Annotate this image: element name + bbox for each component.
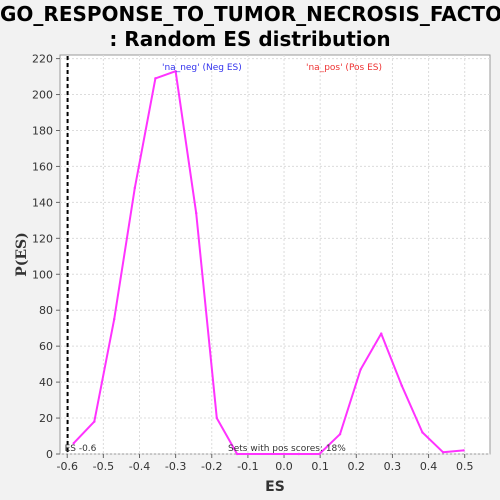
data-point <box>154 77 157 80</box>
data-point <box>359 368 362 371</box>
y-tick-label: 80 <box>39 304 53 317</box>
x-tick-label: -0.4 <box>129 460 150 473</box>
data-point <box>400 384 404 387</box>
y-tick-label: 120 <box>32 232 53 245</box>
x-tick-label: -0.2 <box>201 460 222 473</box>
plot-background <box>59 54 491 455</box>
x-tick-label: 0.4 <box>420 460 438 473</box>
data-point <box>113 318 116 321</box>
data-point <box>235 452 239 456</box>
y-tick-label: 20 <box>39 412 53 425</box>
y-tick-label: 200 <box>32 89 53 102</box>
x-tick-label: -0.5 <box>93 460 114 473</box>
es-marker-label: ES -0.6 <box>65 444 97 454</box>
data-point <box>215 416 219 420</box>
x-tick-label: 0.3 <box>384 460 402 473</box>
data-point <box>441 451 445 454</box>
legend-entry-pos: 'na_pos' (Pos ES) <box>306 63 382 73</box>
y-tick-label: 140 <box>32 196 53 209</box>
y-tick-label: 0 <box>46 448 53 461</box>
y-axis-label: P(ES) <box>14 232 30 277</box>
y-tick-label: 40 <box>39 376 53 389</box>
data-point <box>338 433 342 436</box>
x-tick-label: -0.1 <box>237 460 258 473</box>
y-tick-label: 220 <box>32 53 53 66</box>
grid-layer <box>60 55 490 455</box>
x-tick-label: -0.6 <box>56 460 77 473</box>
x-tick-label: 0.0 <box>275 460 293 473</box>
data-point <box>318 452 321 456</box>
y-tick-label: 60 <box>39 340 53 353</box>
x-tick-label: 0.5 <box>456 460 474 473</box>
y-tick-label: 100 <box>32 268 53 281</box>
data-point <box>421 431 424 434</box>
y-tick-label: 160 <box>32 160 53 173</box>
data-point <box>462 449 465 452</box>
data-point <box>380 332 383 335</box>
series-line <box>72 70 464 455</box>
pos-scores-annotation: Sets with pos scores: 18% <box>228 444 346 454</box>
data-point <box>72 442 75 445</box>
x-axis-label: ES <box>265 479 285 495</box>
chart-title-line-1: GO_RESPONSE_TO_TUMOR_NECROSIS_FACTOR <box>0 2 500 26</box>
x-tick-label: 0.2 <box>348 460 366 473</box>
data-point <box>93 420 96 423</box>
x-tick-label: 0.1 <box>311 460 329 473</box>
chart-title-line-2: : Random ES distribution <box>109 27 391 51</box>
data-point <box>174 69 177 73</box>
y-tick-label: 180 <box>32 124 53 137</box>
series-layer <box>72 69 465 456</box>
data-point <box>195 211 198 215</box>
data-point <box>133 186 136 190</box>
legend-entry-neg: 'na_neg' (Neg ES) <box>162 63 242 73</box>
axis-layer: -0.6 -0.5 -0.4 -0.3 -0.2 -0.1 0.0 0.1 0.2 0.3 0.4 0… <box>32 53 473 473</box>
data-point <box>297 452 301 456</box>
annotation-layer: ES -0.6 Sets with pos scores: 18% 'na_ne… <box>65 56 382 454</box>
x-tick-label: -0.3 <box>165 460 186 473</box>
